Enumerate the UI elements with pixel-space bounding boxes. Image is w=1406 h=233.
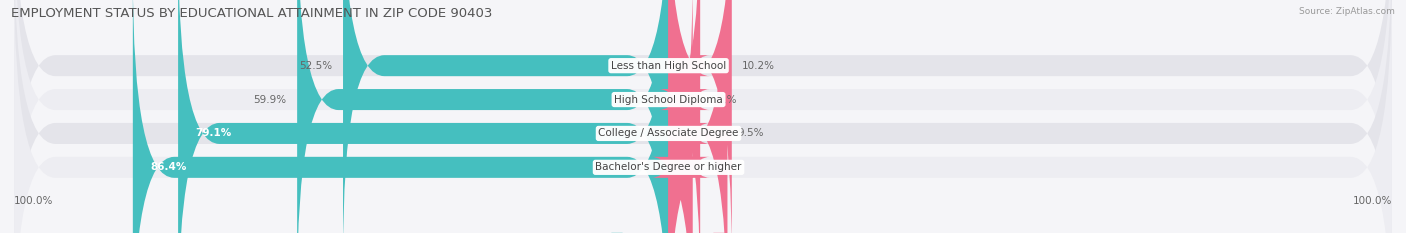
FancyBboxPatch shape: [297, 0, 669, 233]
Text: 9.5%: 9.5%: [738, 128, 765, 138]
Text: Bachelor's Degree or higher: Bachelor's Degree or higher: [595, 162, 742, 172]
Text: 86.4%: 86.4%: [150, 162, 187, 172]
Text: 100.0%: 100.0%: [1353, 196, 1392, 206]
Text: College / Associate Degree: College / Associate Degree: [599, 128, 738, 138]
FancyBboxPatch shape: [132, 0, 669, 233]
Text: EMPLOYMENT STATUS BY EDUCATIONAL ATTAINMENT IN ZIP CODE 90403: EMPLOYMENT STATUS BY EDUCATIONAL ATTAINM…: [11, 7, 492, 20]
FancyBboxPatch shape: [669, 0, 731, 233]
FancyBboxPatch shape: [179, 0, 669, 233]
FancyBboxPatch shape: [651, 0, 710, 233]
FancyBboxPatch shape: [14, 0, 1392, 233]
FancyBboxPatch shape: [14, 0, 1392, 233]
FancyBboxPatch shape: [659, 0, 710, 233]
Text: 5.1%: 5.1%: [710, 95, 737, 105]
Text: High School Diploma: High School Diploma: [614, 95, 723, 105]
FancyBboxPatch shape: [14, 0, 1392, 233]
Text: Less than High School: Less than High School: [612, 61, 725, 71]
Text: 10.2%: 10.2%: [742, 61, 775, 71]
Text: 79.1%: 79.1%: [195, 128, 232, 138]
FancyBboxPatch shape: [343, 0, 669, 233]
Text: Source: ZipAtlas.com: Source: ZipAtlas.com: [1299, 7, 1395, 16]
FancyBboxPatch shape: [669, 0, 727, 233]
Text: 59.9%: 59.9%: [253, 95, 287, 105]
Text: 3.9%: 3.9%: [703, 162, 730, 172]
Text: 100.0%: 100.0%: [14, 196, 53, 206]
Text: 52.5%: 52.5%: [299, 61, 333, 71]
FancyBboxPatch shape: [14, 0, 1392, 233]
